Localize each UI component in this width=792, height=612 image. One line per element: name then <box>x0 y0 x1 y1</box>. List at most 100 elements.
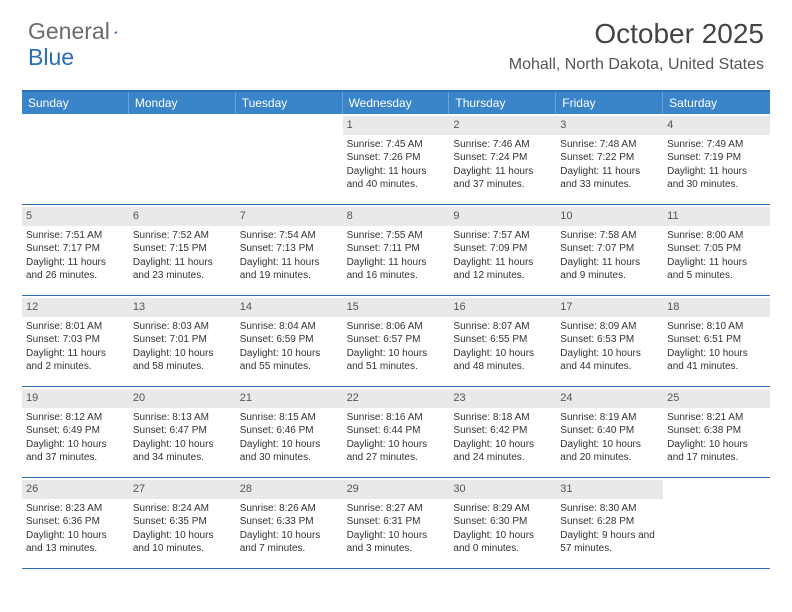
day-number: 27 <box>129 480 236 499</box>
sunrise-text: Sunrise: 7:46 AM <box>453 138 552 152</box>
dayhead-sat: Saturday <box>663 92 770 114</box>
day-number: 18 <box>663 298 770 317</box>
day-number: 6 <box>129 207 236 226</box>
day-cell: 16Sunrise: 8:07 AMSunset: 6:55 PMDayligh… <box>449 296 556 386</box>
sunrise-text: Sunrise: 8:06 AM <box>347 320 446 334</box>
daylight-text: Daylight: 10 hours and 48 minutes. <box>453 347 552 374</box>
sunrise-text: Sunrise: 8:00 AM <box>667 229 766 243</box>
sunset-text: Sunset: 6:36 PM <box>26 515 125 529</box>
week-row: 5Sunrise: 7:51 AMSunset: 7:17 PMDaylight… <box>22 205 770 296</box>
sunset-text: Sunset: 6:46 PM <box>240 424 339 438</box>
day-cell: 17Sunrise: 8:09 AMSunset: 6:53 PMDayligh… <box>556 296 663 386</box>
day-cell <box>236 114 343 204</box>
brand-logo: General <box>28 18 138 45</box>
sunrise-text: Sunrise: 8:19 AM <box>560 411 659 425</box>
daylight-text: Daylight: 9 hours and 57 minutes. <box>560 529 659 556</box>
day-cell <box>663 478 770 568</box>
day-number <box>236 116 343 135</box>
day-number: 1 <box>343 116 450 135</box>
daylight-text: Daylight: 10 hours and 20 minutes. <box>560 438 659 465</box>
daylight-text: Daylight: 10 hours and 34 minutes. <box>133 438 232 465</box>
location-text: Mohall, North Dakota, United States <box>509 56 764 74</box>
sunset-text: Sunset: 6:33 PM <box>240 515 339 529</box>
day-cell: 3Sunrise: 7:48 AMSunset: 7:22 PMDaylight… <box>556 114 663 204</box>
sunset-text: Sunset: 6:35 PM <box>133 515 232 529</box>
sunrise-text: Sunrise: 8:09 AM <box>560 320 659 334</box>
sunrise-text: Sunrise: 7:45 AM <box>347 138 446 152</box>
sunrise-text: Sunrise: 8:13 AM <box>133 411 232 425</box>
sunset-text: Sunset: 6:30 PM <box>453 515 552 529</box>
day-number: 8 <box>343 207 450 226</box>
daylight-text: Daylight: 10 hours and 24 minutes. <box>453 438 552 465</box>
day-number: 15 <box>343 298 450 317</box>
sunrise-text: Sunrise: 8:10 AM <box>667 320 766 334</box>
dayhead-sun: Sunday <box>22 92 129 114</box>
sunrise-text: Sunrise: 7:55 AM <box>347 229 446 243</box>
day-header-row: Sunday Monday Tuesday Wednesday Thursday… <box>22 92 770 114</box>
sunrise-text: Sunrise: 8:23 AM <box>26 502 125 516</box>
daylight-text: Daylight: 10 hours and 3 minutes. <box>347 529 446 556</box>
day-number <box>129 116 236 135</box>
daylight-text: Daylight: 11 hours and 37 minutes. <box>453 165 552 192</box>
daylight-text: Daylight: 11 hours and 30 minutes. <box>667 165 766 192</box>
day-cell: 7Sunrise: 7:54 AMSunset: 7:13 PMDaylight… <box>236 205 343 295</box>
sunrise-text: Sunrise: 8:29 AM <box>453 502 552 516</box>
sunset-text: Sunset: 7:03 PM <box>26 333 125 347</box>
sunset-text: Sunset: 6:42 PM <box>453 424 552 438</box>
daylight-text: Daylight: 10 hours and 37 minutes. <box>26 438 125 465</box>
daylight-text: Daylight: 11 hours and 9 minutes. <box>560 256 659 283</box>
brand-second: Blue <box>28 44 74 71</box>
daylight-text: Daylight: 10 hours and 30 minutes. <box>240 438 339 465</box>
day-cell: 8Sunrise: 7:55 AMSunset: 7:11 PMDaylight… <box>343 205 450 295</box>
daylight-text: Daylight: 11 hours and 19 minutes. <box>240 256 339 283</box>
daylight-text: Daylight: 10 hours and 51 minutes. <box>347 347 446 374</box>
day-cell: 5Sunrise: 7:51 AMSunset: 7:17 PMDaylight… <box>22 205 129 295</box>
sunrise-text: Sunrise: 7:58 AM <box>560 229 659 243</box>
sunset-text: Sunset: 6:38 PM <box>667 424 766 438</box>
day-number: 2 <box>449 116 556 135</box>
sunset-text: Sunset: 7:24 PM <box>453 151 552 165</box>
daylight-text: Daylight: 11 hours and 40 minutes. <box>347 165 446 192</box>
day-number <box>663 480 770 499</box>
dayhead-tue: Tuesday <box>236 92 343 114</box>
day-cell: 19Sunrise: 8:12 AMSunset: 6:49 PMDayligh… <box>22 387 129 477</box>
day-cell: 10Sunrise: 7:58 AMSunset: 7:07 PMDayligh… <box>556 205 663 295</box>
sunset-text: Sunset: 7:11 PM <box>347 242 446 256</box>
daylight-text: Daylight: 10 hours and 7 minutes. <box>240 529 339 556</box>
day-cell: 12Sunrise: 8:01 AMSunset: 7:03 PMDayligh… <box>22 296 129 386</box>
sunset-text: Sunset: 7:17 PM <box>26 242 125 256</box>
sunrise-text: Sunrise: 8:18 AM <box>453 411 552 425</box>
daylight-text: Daylight: 11 hours and 5 minutes. <box>667 256 766 283</box>
day-number: 17 <box>556 298 663 317</box>
sunset-text: Sunset: 7:07 PM <box>560 242 659 256</box>
sunrise-text: Sunrise: 8:01 AM <box>26 320 125 334</box>
day-number: 28 <box>236 480 343 499</box>
daylight-text: Daylight: 10 hours and 10 minutes. <box>133 529 232 556</box>
day-number: 14 <box>236 298 343 317</box>
day-cell: 18Sunrise: 8:10 AMSunset: 6:51 PMDayligh… <box>663 296 770 386</box>
daylight-text: Daylight: 10 hours and 0 minutes. <box>453 529 552 556</box>
day-cell: 24Sunrise: 8:19 AMSunset: 6:40 PMDayligh… <box>556 387 663 477</box>
day-number: 3 <box>556 116 663 135</box>
sunrise-text: Sunrise: 7:48 AM <box>560 138 659 152</box>
sunrise-text: Sunrise: 7:51 AM <box>26 229 125 243</box>
sunset-text: Sunset: 7:01 PM <box>133 333 232 347</box>
sunset-text: Sunset: 6:31 PM <box>347 515 446 529</box>
day-cell: 28Sunrise: 8:26 AMSunset: 6:33 PMDayligh… <box>236 478 343 568</box>
day-cell: 11 Sunrise: 8:00 AMSunset: 7:05 PMDayligh… <box>663 205 770 295</box>
day-cell: 25Sunrise: 8:21 AMSunset: 6:38 PMDayligh… <box>663 387 770 477</box>
sunrise-text: Sunrise: 7:54 AM <box>240 229 339 243</box>
day-number: 11 <box>663 207 770 226</box>
sunset-text: Sunset: 7:05 PM <box>667 242 766 256</box>
sunrise-text: Sunrise: 8:30 AM <box>560 502 659 516</box>
sunrise-text: Sunrise: 8:12 AM <box>26 411 125 425</box>
sunset-text: Sunset: 6:59 PM <box>240 333 339 347</box>
calendar: Sunday Monday Tuesday Wednesday Thursday… <box>22 90 770 569</box>
daylight-text: Daylight: 11 hours and 26 minutes. <box>26 256 125 283</box>
day-cell: 9Sunrise: 7:57 AMSunset: 7:09 PMDaylight… <box>449 205 556 295</box>
day-cell: 23Sunrise: 8:18 AMSunset: 6:42 PMDayligh… <box>449 387 556 477</box>
sunrise-text: Sunrise: 8:16 AM <box>347 411 446 425</box>
day-cell: 21Sunrise: 8:15 AMSunset: 6:46 PMDayligh… <box>236 387 343 477</box>
sunset-text: Sunset: 6:55 PM <box>453 333 552 347</box>
day-number: 9 <box>449 207 556 226</box>
